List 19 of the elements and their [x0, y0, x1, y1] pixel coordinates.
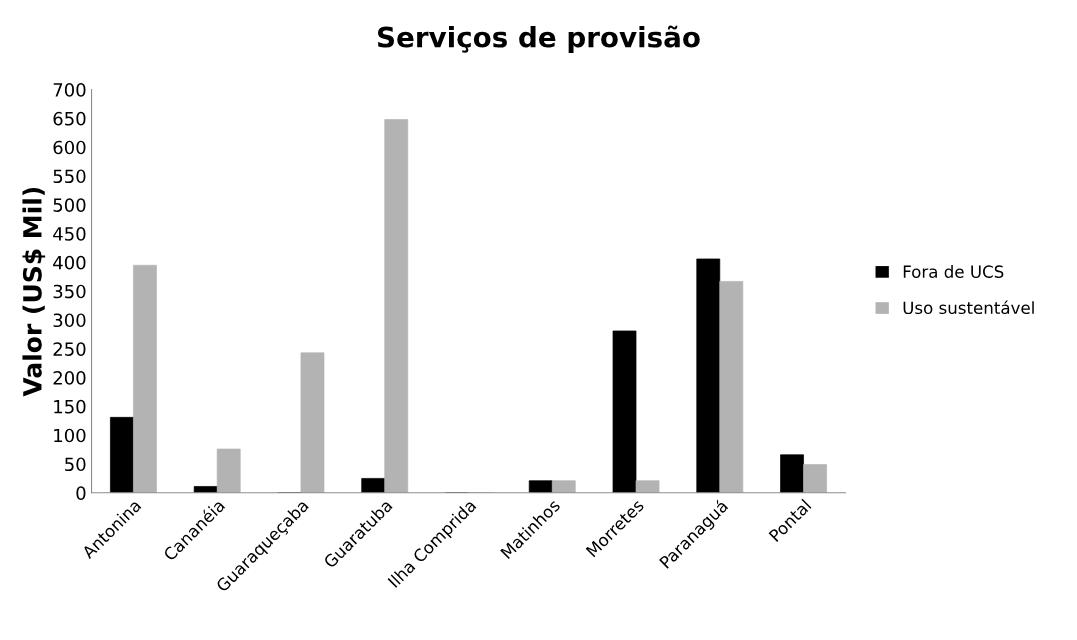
- y-tick-label: 550: [53, 169, 86, 184]
- y-tick-label: 450: [53, 227, 86, 241]
- y-tick-label: 400: [53, 255, 86, 270]
- y-tick-label: 100: [54, 428, 86, 443]
- y-tick-label: 300: [53, 313, 86, 328]
- y-axis-title: Valor (US$ Mil): [22, 187, 46, 397]
- y-tick-label: 650: [53, 111, 86, 126]
- legend-label: Fora de UCS: [903, 265, 1004, 278]
- y-tick-label: 500: [53, 198, 86, 212]
- y-tick-label: 700: [53, 83, 86, 97]
- y-tick-label: 0: [76, 486, 86, 500]
- y-tick-label: 250: [53, 342, 86, 356]
- y-tick-label: 50: [65, 457, 86, 472]
- chart-title: Serviços de provisão: [378, 25, 700, 53]
- y-tick-label: 150: [54, 399, 86, 414]
- y-tick-label: 600: [53, 140, 86, 155]
- y-tick-label: 350: [53, 284, 86, 299]
- legend-label: Uso sustentável: [903, 300, 1034, 315]
- y-tick-label: 200: [53, 371, 86, 385]
